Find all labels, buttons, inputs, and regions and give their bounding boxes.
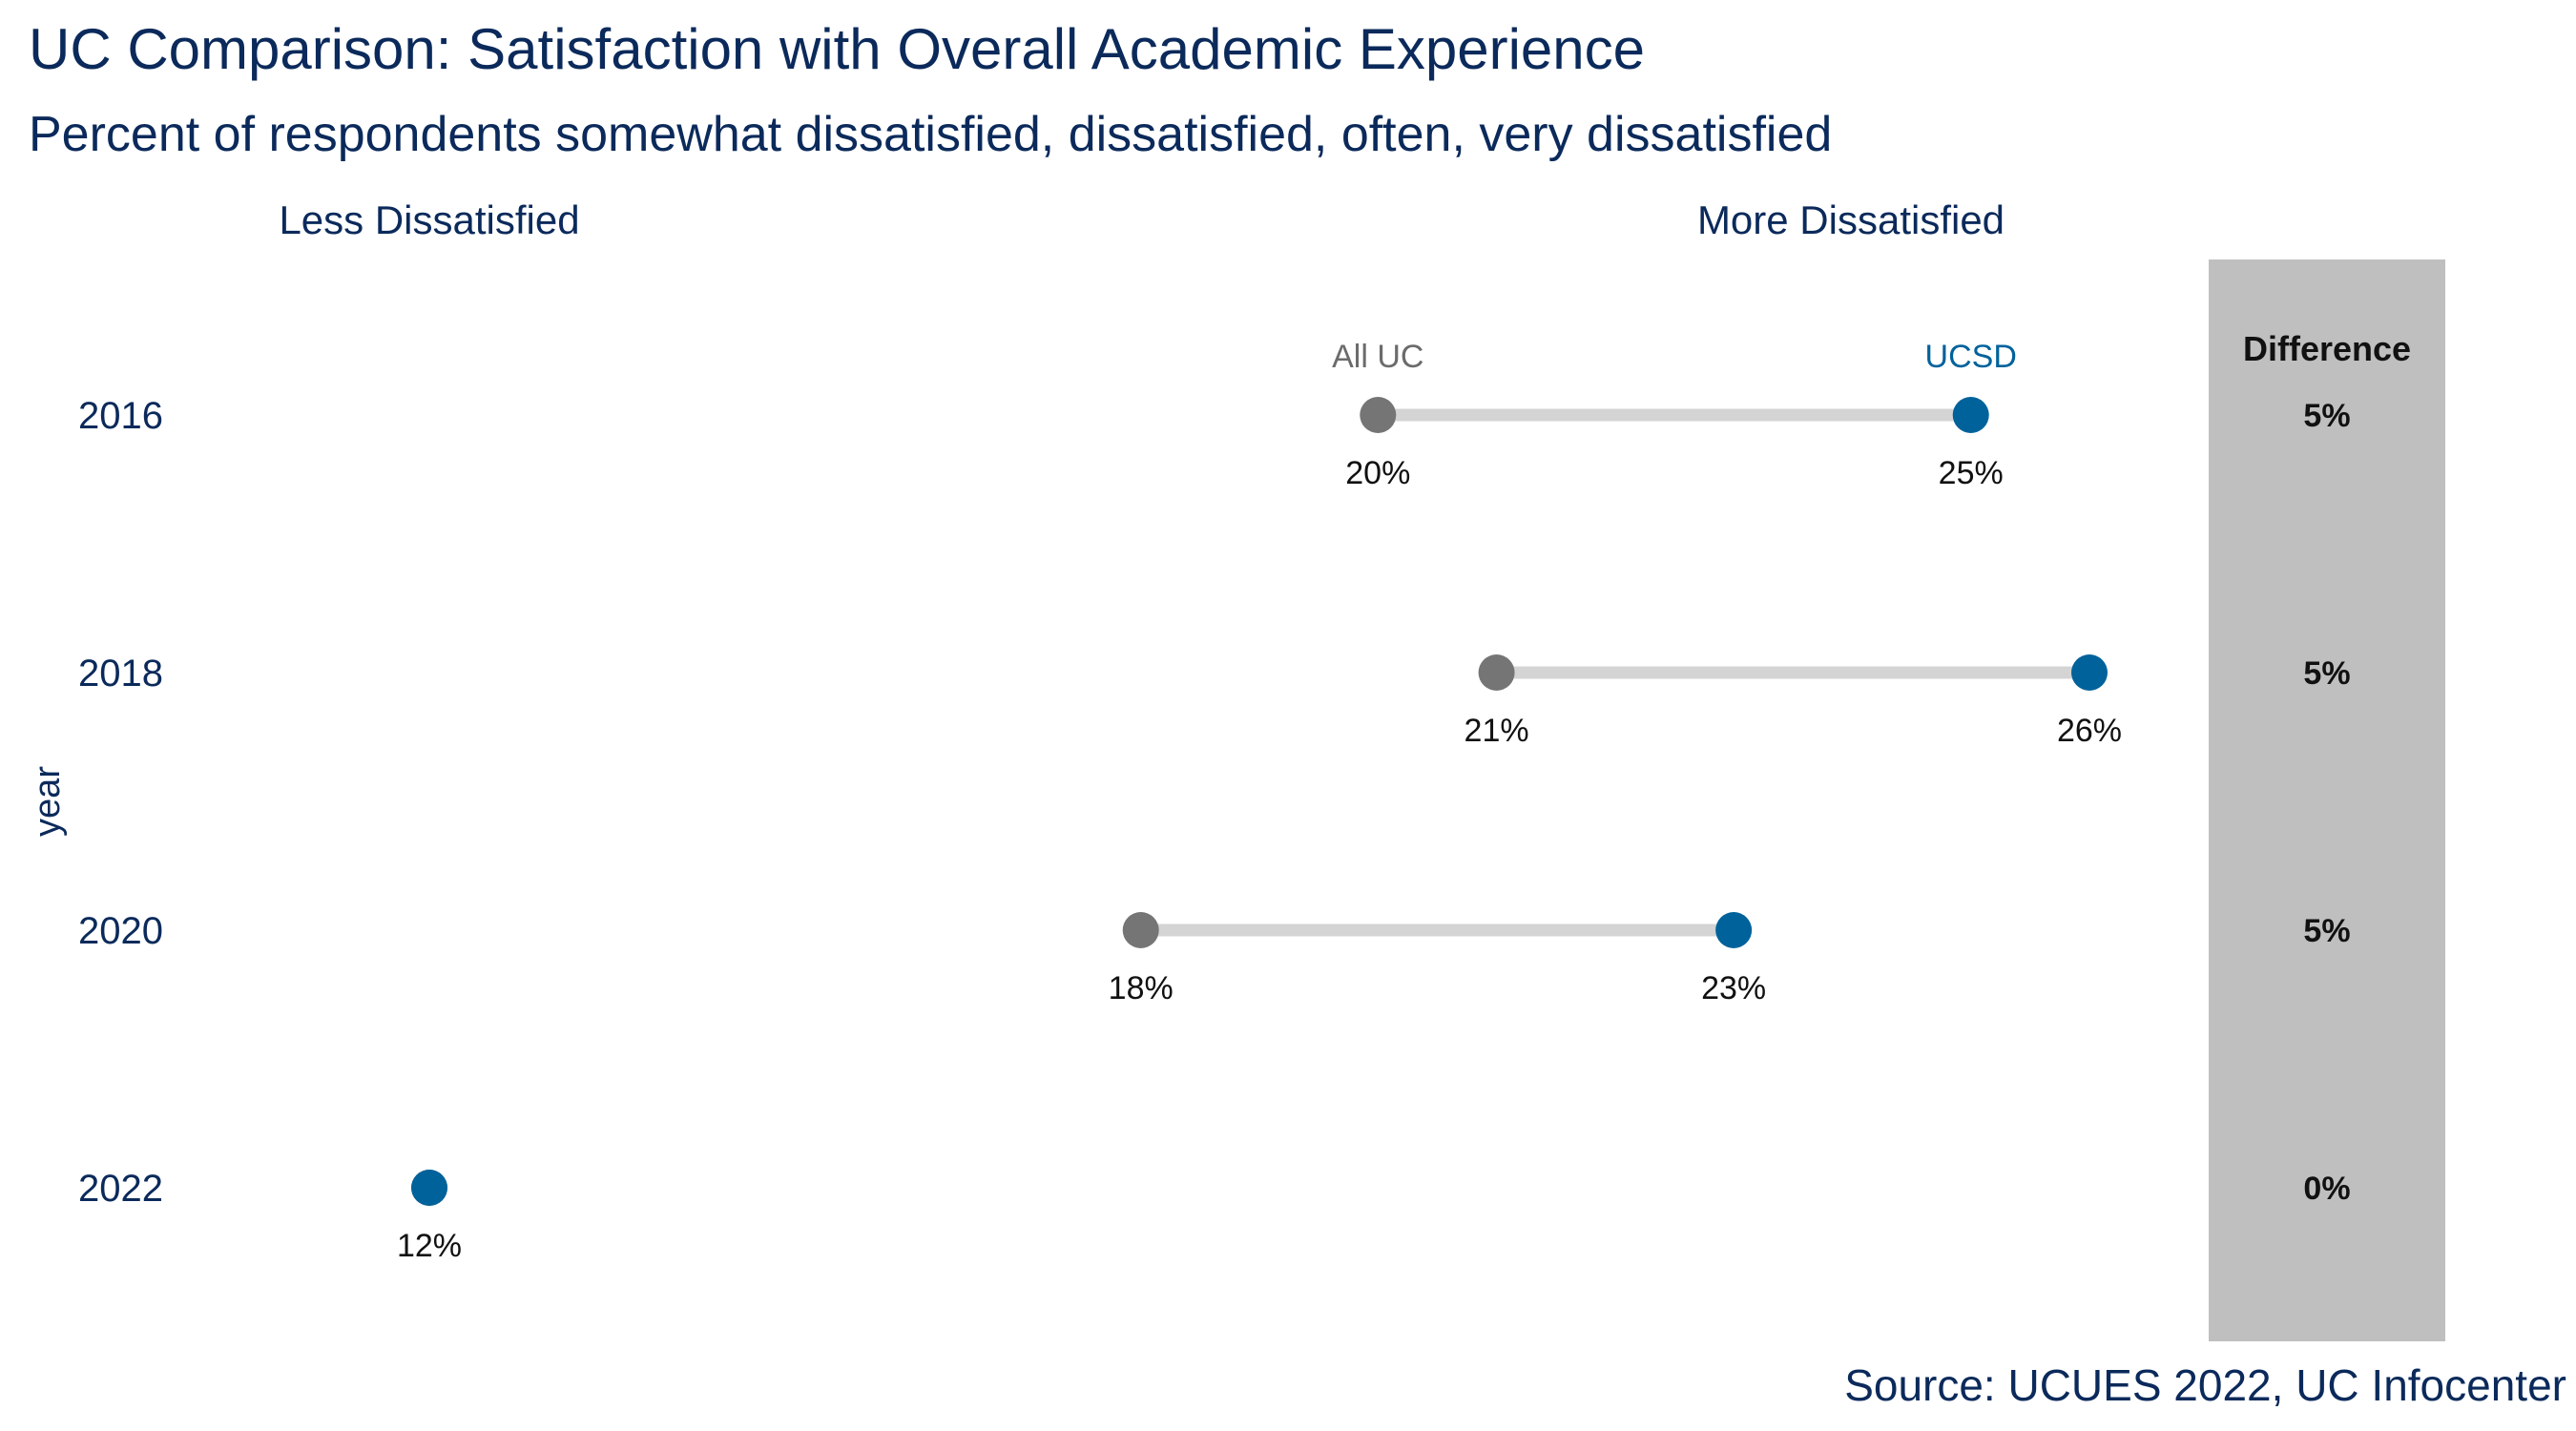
all-uc-value-label: 20% [1345, 455, 1410, 491]
ucsd-value-label: 25% [1939, 455, 2004, 491]
series-label-ucsd: UCSD [1925, 339, 2017, 375]
difference-value: 5% [2303, 655, 2350, 692]
all-uc-point [1122, 912, 1159, 948]
ucsd-value-label: 26% [2057, 713, 2122, 749]
less-dissatisfied-label: Less Dissatisfied [279, 197, 579, 242]
ucsd-point [2071, 654, 2108, 691]
year-tick-label: 2018 [78, 653, 163, 695]
chart-title: UC Comparison: Satisfaction with Overall… [29, 17, 1645, 81]
source-note: Source: UCUES 2022, UC Infocenter [1844, 1360, 2566, 1410]
all-uc-point [1478, 654, 1515, 691]
all-uc-point [1360, 397, 1397, 433]
ucsd-value-label: 23% [1701, 970, 1766, 1006]
year-tick-label: 2020 [78, 910, 163, 952]
chart-subtitle: Percent of respondents somewhat dissatis… [29, 107, 1832, 162]
year-tick-label: 2016 [78, 395, 163, 437]
difference-header: Difference [2243, 329, 2411, 368]
difference-panel [2209, 259, 2445, 1341]
series-label-all-uc: All UC [1332, 339, 1423, 375]
ucsd-point [411, 1170, 447, 1206]
difference-value: 0% [2303, 1171, 2350, 1207]
ucsd-point [1952, 397, 1989, 433]
y-axis-label: year [28, 766, 68, 837]
difference-value: 5% [2303, 913, 2350, 949]
difference-value: 5% [2303, 398, 2350, 434]
chart-rows: 2016 20% 25% All UC UCSD 5% 2018 21% 26% 5% 2020 18… [78, 339, 2351, 1264]
more-dissatisfied-label: More Dissatisfied [1697, 197, 2005, 242]
all-uc-value-label: 18% [1109, 970, 1174, 1006]
all-uc-value-label: 12% [397, 1228, 462, 1264]
ucsd-point [1715, 912, 1753, 948]
year-tick-label: 2022 [78, 1168, 163, 1210]
all-uc-value-label: 21% [1465, 713, 1529, 749]
